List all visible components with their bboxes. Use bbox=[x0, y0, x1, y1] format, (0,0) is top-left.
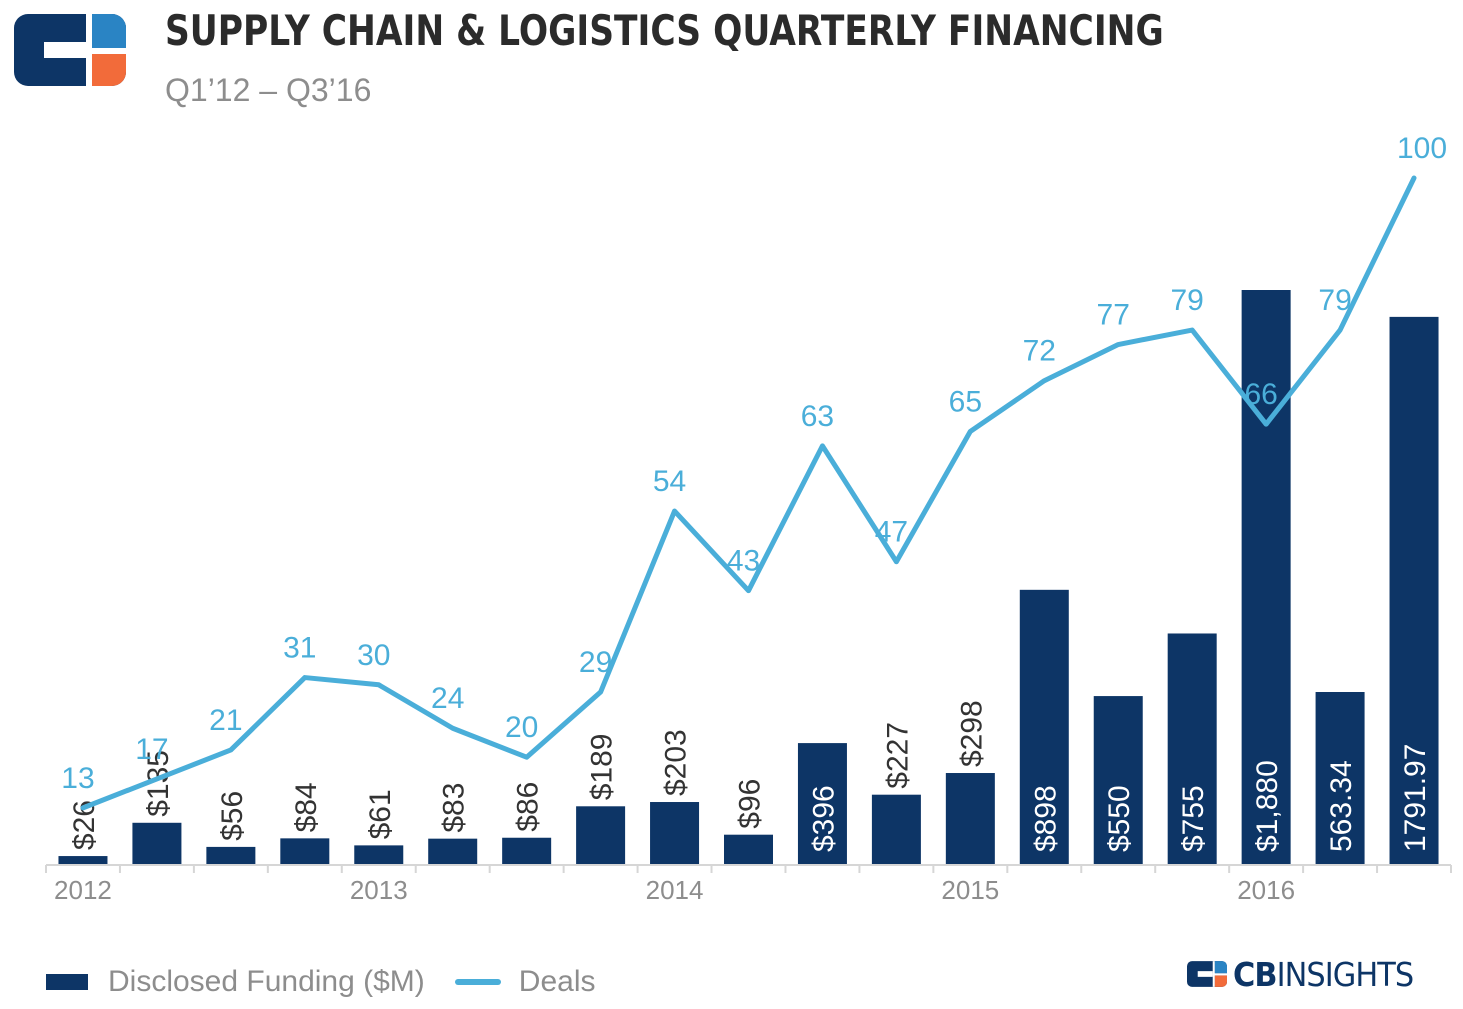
funding-bar bbox=[871, 794, 921, 864]
deals-point-label: 43 bbox=[727, 545, 760, 578]
deals-point-label: 24 bbox=[431, 682, 464, 715]
x-axis-year-label: 2014 bbox=[646, 875, 704, 905]
deals-point-label: 31 bbox=[283, 632, 316, 665]
deals-point-label: 77 bbox=[1097, 299, 1130, 332]
deals-point-label: 13 bbox=[61, 762, 94, 795]
chart-subtitle: Q1’12 – Q3’16 bbox=[165, 72, 372, 108]
deals-point-label: 79 bbox=[1170, 284, 1203, 317]
deals-point-label: 72 bbox=[1023, 335, 1056, 368]
brand-rest: INSIGHTS bbox=[1276, 954, 1415, 994]
brand-wordmark: CBINSIGHTS bbox=[1233, 954, 1415, 994]
x-axis-year-label: 2016 bbox=[1237, 875, 1295, 905]
x-axis-year-label: 2012 bbox=[54, 875, 112, 905]
funding-bar bbox=[945, 773, 995, 864]
deals-point-label: 30 bbox=[357, 639, 390, 672]
legend-line-label: Deals bbox=[518, 965, 596, 998]
legend-line-swatch bbox=[454, 979, 501, 985]
deals-point-label: 47 bbox=[875, 516, 908, 549]
deals-point-label: 29 bbox=[579, 646, 612, 679]
funding-bar-label: $1,880 bbox=[1251, 760, 1284, 852]
deals-point-label: 63 bbox=[801, 400, 834, 433]
funding-bar bbox=[1315, 692, 1365, 864]
funding-bar bbox=[1093, 696, 1143, 864]
deals-point-label: 21 bbox=[209, 704, 242, 737]
funding-bar-label: $227 bbox=[881, 722, 914, 789]
deals-point-label: 17 bbox=[135, 733, 168, 766]
funding-bar bbox=[58, 856, 108, 864]
funding-bar-label: $61 bbox=[364, 789, 397, 839]
deals-point-label: 20 bbox=[505, 711, 538, 744]
funding-bar bbox=[132, 822, 182, 864]
funding-bar bbox=[502, 837, 552, 864]
cb-brand-icon bbox=[1187, 961, 1227, 987]
funding-bar-label: $96 bbox=[734, 779, 767, 829]
deals-point-label: 54 bbox=[653, 465, 686, 498]
x-axis-year-label: 2013 bbox=[350, 875, 408, 905]
deals-point-label: 100 bbox=[1397, 132, 1447, 165]
funding-bar-label: 563.34 bbox=[1325, 760, 1358, 852]
deals-point-label: 65 bbox=[949, 385, 982, 418]
funding-bar bbox=[650, 802, 700, 864]
funding-bar bbox=[1167, 633, 1217, 864]
funding-bar-label: $755 bbox=[1177, 785, 1210, 852]
funding-bar-label: $203 bbox=[660, 729, 693, 796]
funding-bar-label: $550 bbox=[1103, 785, 1136, 852]
funding-bar-label: $86 bbox=[512, 782, 545, 832]
chart-legend: Disclosed Funding ($M) Deals bbox=[46, 962, 596, 1002]
funding-bar bbox=[1389, 316, 1439, 864]
funding-bar bbox=[724, 834, 773, 864]
funding-bar-label: $84 bbox=[290, 782, 323, 832]
funding-bar bbox=[206, 846, 256, 864]
funding-bar bbox=[797, 743, 847, 864]
funding-bar bbox=[428, 838, 478, 864]
funding-bar-label: 1791.97 bbox=[1399, 744, 1432, 852]
chart-title: SUPPLY CHAIN & LOGISTICS QUARTERLY FINAN… bbox=[165, 6, 1164, 55]
legend-bar-label: Disclosed Funding ($M) bbox=[108, 965, 425, 998]
funding-bar-label: $396 bbox=[807, 785, 840, 852]
funding-bar-label: $898 bbox=[1029, 785, 1062, 852]
deals-point-label: 79 bbox=[1318, 284, 1351, 317]
funding-bar bbox=[1241, 290, 1291, 864]
x-axis-year-label: 2015 bbox=[941, 875, 999, 905]
funding-bar-label: $189 bbox=[586, 734, 619, 801]
cb-logo-icon bbox=[14, 14, 126, 86]
cbinsights-brand: CBINSIGHTS bbox=[1187, 954, 1429, 994]
funding-bar bbox=[280, 838, 330, 864]
deals-point-label: 66 bbox=[1244, 378, 1277, 411]
funding-bar-label: $56 bbox=[216, 791, 249, 841]
funding-bar-label: $83 bbox=[438, 783, 471, 833]
legend-bar-swatch bbox=[46, 974, 88, 990]
funding-bar bbox=[354, 845, 404, 864]
funding-bar-label: $298 bbox=[955, 700, 988, 767]
funding-bar bbox=[576, 806, 626, 864]
funding-bar bbox=[1019, 589, 1069, 864]
brand-bold: CB bbox=[1233, 954, 1278, 994]
